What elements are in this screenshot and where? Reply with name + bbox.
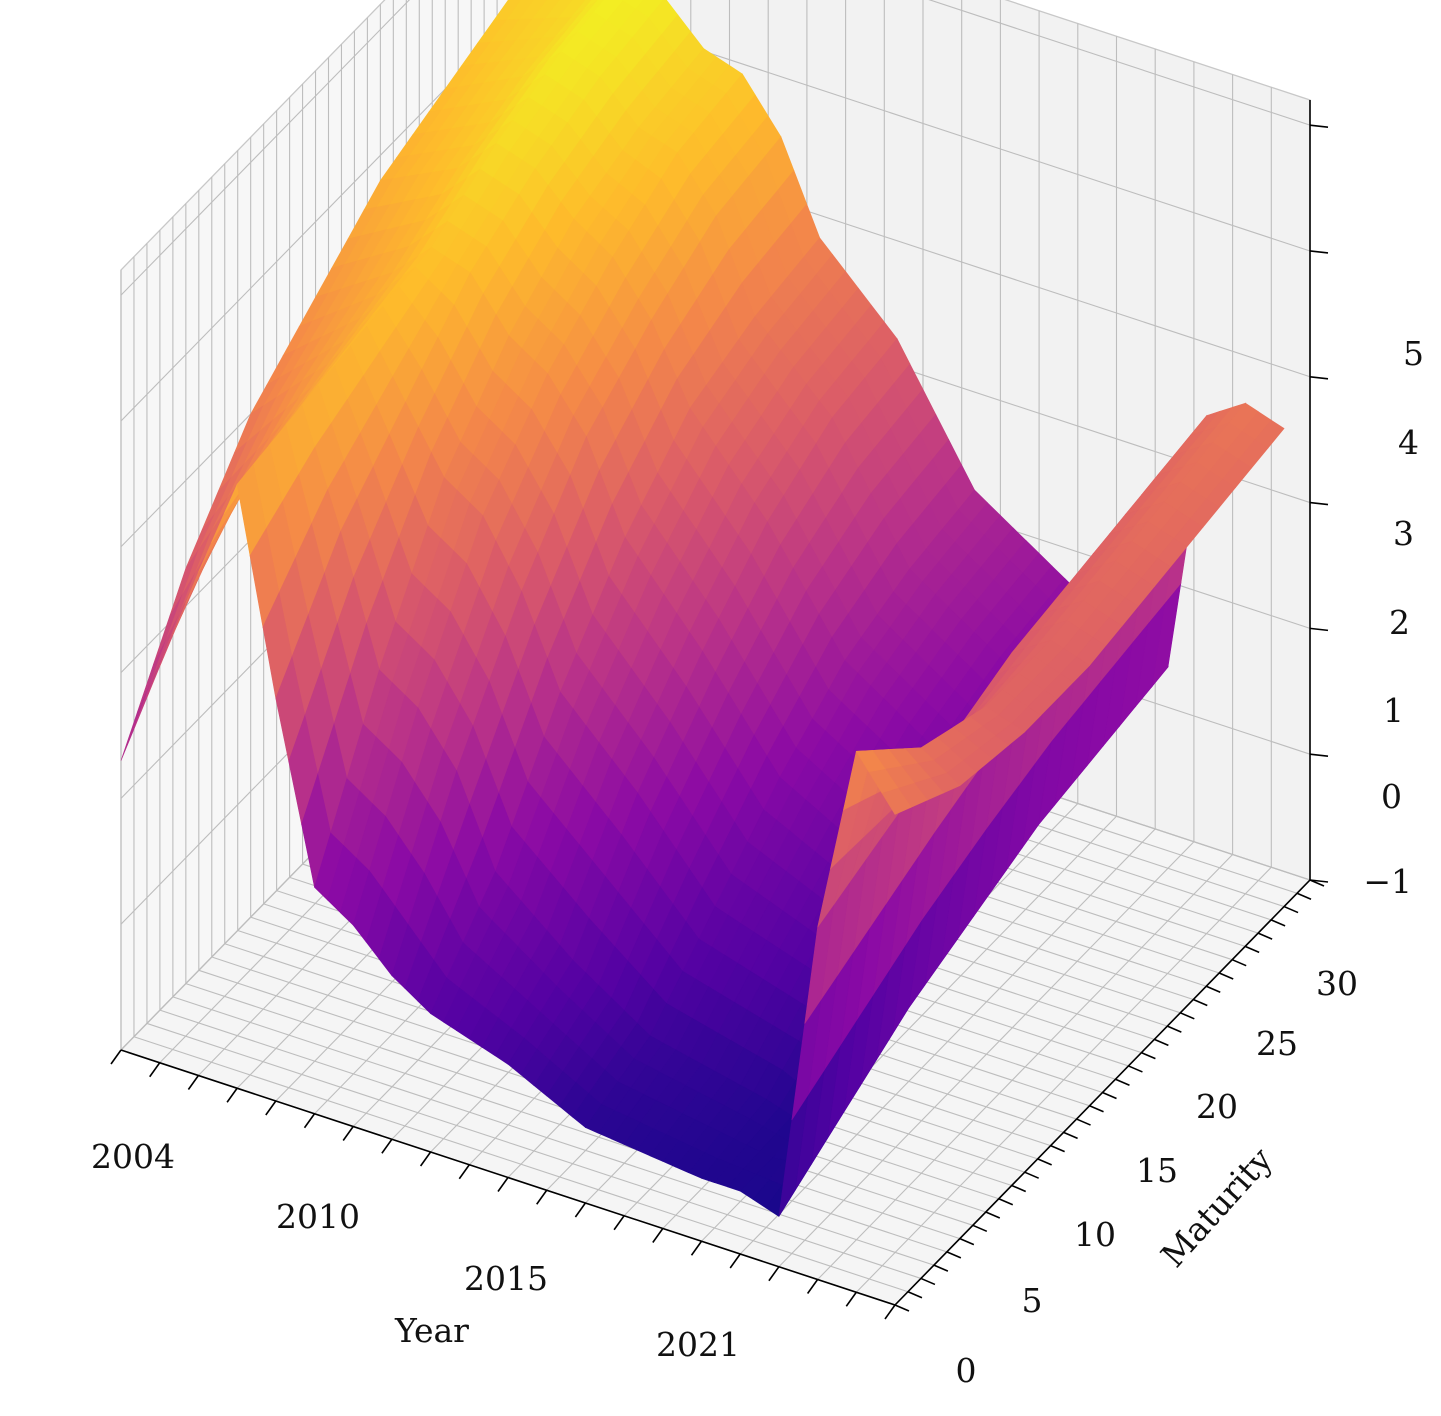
y-tick-mark xyxy=(1257,932,1273,940)
y-tick-mark xyxy=(1024,1171,1040,1179)
x-tick-mark xyxy=(690,1240,703,1256)
y-tick-mark xyxy=(1128,1065,1143,1073)
y-tick-mark xyxy=(1205,985,1221,993)
x-tick-label: 2021 xyxy=(656,1325,740,1364)
y-tick-mark xyxy=(1115,1078,1130,1086)
y-tick-mark xyxy=(1296,892,1312,901)
z-tick-label: 2 xyxy=(1389,603,1410,642)
y-tick-mark xyxy=(1102,1091,1117,1100)
y-tick-mark xyxy=(933,1264,949,1272)
y-tick-label: 5 xyxy=(1022,1281,1043,1320)
x-tick-mark xyxy=(187,1075,200,1090)
x-tick-mark xyxy=(110,1049,122,1065)
z-tick-mark xyxy=(1309,375,1329,380)
x-tick-label: 2010 xyxy=(276,1197,360,1236)
y-tick-label: 15 xyxy=(1136,1151,1178,1190)
x-tick-mark xyxy=(226,1087,238,1103)
z-tick-mark xyxy=(1309,501,1329,506)
x-tick-mark xyxy=(381,1138,393,1154)
grid-line-y-floor xyxy=(133,1036,909,1293)
x-tick-mark xyxy=(845,1291,857,1307)
y-tick-mark xyxy=(1179,1012,1195,1020)
axis-lines xyxy=(110,100,1329,1320)
y-tick-mark xyxy=(1076,1118,1091,1126)
y-tick-mark xyxy=(972,1224,988,1233)
y-tick-mark xyxy=(1192,998,1208,1007)
x-tick-mark xyxy=(729,1253,741,1269)
y-tick-mark xyxy=(894,1304,910,1312)
z-tick-label: 5 xyxy=(1403,334,1424,373)
x-tick-mark xyxy=(536,1189,548,1205)
y-tick-mark xyxy=(1283,905,1299,914)
x-tick-mark xyxy=(652,1228,664,1243)
y-tick-mark xyxy=(985,1211,1001,1219)
x-tick-mark xyxy=(574,1202,587,1218)
z-tick-mark xyxy=(1309,879,1329,883)
y-tick-mark xyxy=(1063,1131,1078,1140)
y-tick-mark xyxy=(1244,945,1260,954)
grid-line-z-left xyxy=(120,0,410,296)
grid-line-y-floor xyxy=(172,996,948,1253)
z-tick-label: −1 xyxy=(1363,862,1412,901)
x-tick-mark xyxy=(613,1215,625,1231)
y-tick-mark xyxy=(959,1237,975,1246)
z-tick-mark xyxy=(1309,250,1329,254)
x-tick-mark xyxy=(458,1164,470,1180)
y-tick-label: 10 xyxy=(1074,1215,1116,1254)
z-tick-mark xyxy=(1309,627,1329,632)
y-tick-mark xyxy=(1011,1184,1027,1193)
z-tick-label: 0 xyxy=(1381,777,1402,816)
x-tick-mark xyxy=(149,1062,161,1078)
x-tick-mark xyxy=(768,1266,780,1282)
x-tick-label: 2004 xyxy=(91,1137,175,1176)
grid-line-y-floor xyxy=(159,1009,935,1266)
y-tick-mark xyxy=(946,1251,962,1259)
x-tick-mark xyxy=(303,1113,316,1129)
grid-line-z-back xyxy=(928,0,1311,126)
z-tick-label: 4 xyxy=(1398,423,1419,462)
y-tick-mark xyxy=(1089,1105,1104,1113)
x-tick-label: 2015 xyxy=(464,1259,548,1298)
y-tick-mark xyxy=(1270,919,1286,927)
z-tick-label: 1 xyxy=(1383,691,1404,730)
y-tick-label: 20 xyxy=(1196,1087,1238,1126)
y-tick-mark xyxy=(1154,1038,1169,1047)
x-tick-mark xyxy=(342,1126,354,1141)
grid-line-y-floor xyxy=(146,1022,922,1279)
z-tick-label: 3 xyxy=(1393,514,1414,553)
y-tick-label: 0 xyxy=(956,1351,977,1390)
z-tick-mark xyxy=(1309,124,1329,128)
y-tick-label: 25 xyxy=(1256,1024,1298,1063)
y-tick-mark xyxy=(920,1277,936,1286)
y-tick-mark xyxy=(1037,1158,1052,1166)
x-axis-label: Year xyxy=(394,1311,469,1350)
y-tick-label: 30 xyxy=(1316,964,1358,1003)
x-tick-mark xyxy=(806,1279,819,1294)
x-tick-mark xyxy=(265,1100,277,1116)
y-tick-mark xyxy=(1050,1144,1065,1153)
x-tick-mark xyxy=(884,1304,896,1320)
x-tick-mark xyxy=(419,1151,432,1167)
x-tick-mark xyxy=(497,1177,509,1192)
surface-plot xyxy=(120,0,1285,1217)
surface-facet xyxy=(881,787,912,815)
y-tick-mark xyxy=(1231,958,1247,967)
y-tick-mark xyxy=(1141,1051,1156,1060)
y-tick-mark xyxy=(907,1290,923,1299)
y-tick-mark xyxy=(1167,1025,1182,1033)
y-tick-mark xyxy=(998,1198,1014,1206)
y-tick-mark xyxy=(1218,972,1234,980)
z-tick-mark xyxy=(1309,753,1329,757)
